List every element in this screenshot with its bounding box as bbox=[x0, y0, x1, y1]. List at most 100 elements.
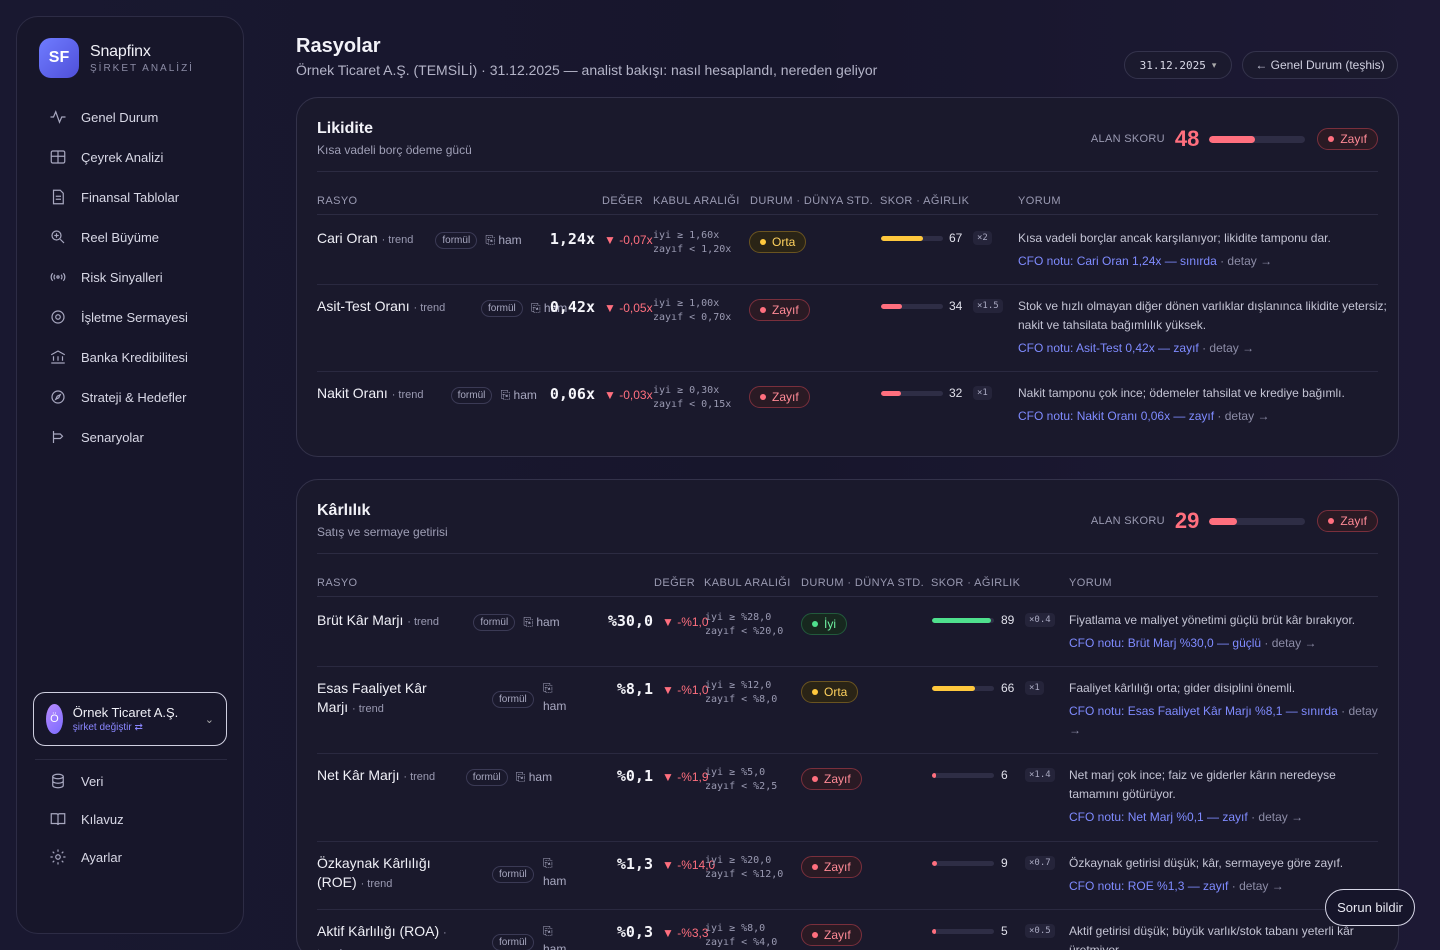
sidebar-item-ayarlar[interactable]: Ayarlar bbox=[35, 838, 227, 876]
score-fill bbox=[932, 773, 936, 778]
formula-button[interactable]: formül bbox=[481, 300, 523, 317]
sidebar-item-strateji-hedefler[interactable]: Strateji & Hedefler bbox=[35, 377, 227, 417]
formula-button[interactable]: formül bbox=[492, 934, 534, 950]
ratio-name[interactable]: Cari Oran · trend bbox=[317, 229, 617, 250]
ratio-name[interactable]: Nakit Oranı · trend bbox=[317, 384, 617, 405]
trend-link[interactable]: · trend bbox=[352, 703, 384, 715]
date-selector[interactable]: 31.12.2025 ▾ bbox=[1124, 51, 1232, 79]
score-fill bbox=[932, 618, 991, 623]
sidebar-divider bbox=[35, 759, 227, 760]
trend-link[interactable]: · trend bbox=[381, 234, 414, 246]
raw-data-link[interactable]: ⎘ ham bbox=[543, 681, 567, 713]
score-value: 5 bbox=[1001, 924, 1008, 938]
comment-text: Net marj çok ince; faiz ve giderler kârı… bbox=[1069, 768, 1336, 801]
cfo-note-link[interactable]: CFO notu: Brüt Marj %30,0 — güçlü · deta… bbox=[1069, 634, 1381, 653]
score-bar bbox=[932, 686, 994, 691]
company-change-link[interactable]: şirket değiştir ⇄ bbox=[72, 722, 143, 733]
comment-text: Aktif getirisi düşük; büyük varlık/stok … bbox=[1069, 924, 1354, 950]
raw-data-link[interactable]: ⎘ ham bbox=[485, 233, 522, 247]
sidebar-item-genel-durum[interactable]: Genel Durum bbox=[35, 97, 227, 137]
sidebar-item-kilavuz[interactable]: Kılavuz bbox=[35, 800, 227, 838]
cfo-note-link[interactable]: CFO notu: Nakit Oranı 0,06x — zayıf · de… bbox=[1018, 407, 1388, 426]
detail-link[interactable]: · detay → bbox=[1231, 879, 1284, 893]
table-header: RASYO DEĞER KABUL ARALIĞI DURUM · DÜNYA STD… bbox=[317, 553, 1378, 597]
back-to-overview-button[interactable]: ← Genel Durum (teşhis) bbox=[1242, 51, 1398, 79]
trend-link[interactable]: · trend bbox=[407, 616, 440, 628]
cfo-note-link[interactable]: CFO notu: Cari Oran 1,24x — sınırda · de… bbox=[1018, 252, 1388, 271]
detail-link[interactable]: · detay → bbox=[1251, 810, 1304, 824]
brand-name: Snapfinx bbox=[90, 42, 151, 60]
formula-button[interactable]: formül bbox=[492, 691, 534, 708]
status-badge: Zayıf bbox=[749, 386, 810, 408]
cfo-note-link[interactable]: CFO notu: ROE %1,3 — zayıf · detay → bbox=[1069, 877, 1381, 896]
formula-button[interactable]: formül bbox=[492, 866, 534, 883]
weight-badge: ×1.5 bbox=[973, 299, 1003, 313]
sidebar-item-senaryolar[interactable]: Senaryolar bbox=[35, 417, 227, 457]
cfo-note-link[interactable]: CFO notu: Net Marj %0,1 — zayıf · detay … bbox=[1069, 808, 1381, 827]
ratio-name[interactable]: Brüt Kâr Marjı · trend bbox=[317, 611, 617, 632]
sidebar-item-label: Kılavuz bbox=[81, 811, 124, 827]
ratio-name[interactable]: Asit-Test Oranı · trend bbox=[317, 297, 617, 318]
trend-link[interactable]: · trend bbox=[317, 927, 447, 950]
company-switcher[interactable]: Ö Örnek Ticaret A.Ş. şirket değiştir ⇄ ⌄ bbox=[33, 692, 227, 746]
detail-link[interactable]: · detay → bbox=[1264, 636, 1317, 650]
ratio-name[interactable]: Özkaynak Kârlılığı (ROE) · trend bbox=[317, 854, 447, 894]
sidebar-item-risk-sinyalleri[interactable]: Risk Sinyalleri bbox=[35, 257, 227, 297]
detail-link[interactable]: · detay → bbox=[1202, 341, 1255, 355]
raw-data-link[interactable]: ⎘ ham bbox=[500, 388, 537, 402]
fork-icon bbox=[52, 431, 64, 443]
cfo-note-link[interactable]: CFO notu: Asit-Test 0,42x — zayıf · deta… bbox=[1018, 339, 1388, 358]
score-bar bbox=[881, 391, 943, 396]
raw-data-link[interactable]: ⎘ ham bbox=[515, 770, 553, 784]
sidebar-item-isletme-sermayesi[interactable]: İşletme Sermayesi bbox=[35, 297, 227, 337]
detail-link[interactable]: · detay → bbox=[1069, 704, 1378, 737]
trend-link[interactable]: · trend bbox=[413, 302, 446, 314]
comment-block: Fiyatlama ve maliyet yönetimi güçlü brüt… bbox=[1069, 611, 1381, 653]
comment-text: Faaliyet kârlılığı orta; gider disiplini… bbox=[1069, 681, 1296, 695]
range-good: iyi ≥ %20,0 bbox=[705, 855, 772, 866]
ratio-name[interactable]: Esas Faaliyet Kâr Marjı · trend bbox=[317, 679, 447, 719]
trend-link[interactable]: · trend bbox=[403, 771, 436, 783]
acceptance-range: iyi ≥ %20,0 zayıf < %12,0 bbox=[705, 854, 783, 882]
score-fill bbox=[932, 686, 976, 691]
ratio-name-text: Net Kâr Marjı bbox=[317, 767, 400, 783]
section-title: Kârlılık bbox=[317, 502, 371, 519]
cfo-note-link[interactable]: CFO notu: Esas Faaliyet Kâr Marjı %8,1 —… bbox=[1069, 702, 1381, 740]
raw-data-link[interactable]: ⎘ ham bbox=[531, 301, 568, 315]
raw-data-link[interactable]: ⎘ ham bbox=[543, 856, 567, 888]
ratio-name[interactable]: Aktif Kârlılığı (ROA) · trend bbox=[317, 922, 447, 950]
cfo-note-text: CFO notu: ROE %1,3 — zayıf bbox=[1069, 879, 1229, 893]
sidebar-item-finansal-tablolar[interactable]: Finansal Tablolar bbox=[35, 177, 227, 217]
ratio-value: %8,1 bbox=[616, 680, 653, 698]
table-row: Aktif Kârlılığı (ROA) · trend formül ⎘ ham… bbox=[317, 910, 1378, 950]
page-subtitle: Örnek Ticaret A.Ş. (TEMSİLİ) · 31.12.202… bbox=[296, 62, 878, 78]
area-score-value: 48 bbox=[1174, 126, 1200, 151]
status-badge: Zayıf bbox=[1317, 510, 1378, 532]
zoom-icon bbox=[51, 230, 65, 244]
detail-link[interactable]: · detay → bbox=[1220, 254, 1273, 268]
ratio-delta: ▼ -0,03x bbox=[604, 388, 653, 402]
formula-button[interactable]: formül bbox=[435, 232, 478, 249]
formula-button[interactable]: formül bbox=[450, 387, 493, 404]
ratio-name[interactable]: Net Kâr Marjı · trend bbox=[317, 766, 617, 787]
sidebar-item-reel-buyume[interactable]: Reel Büyüme bbox=[35, 217, 227, 257]
detail-link[interactable]: · detay → bbox=[1217, 409, 1270, 423]
sidebar-item-banka-kredibilitesi[interactable]: Banka Kredibilitesi bbox=[35, 337, 227, 377]
formula-button[interactable]: formül bbox=[473, 614, 516, 631]
column-header-durum: DURUM · DÜNYA STD. bbox=[750, 195, 874, 207]
trend-link[interactable]: · trend bbox=[360, 878, 393, 890]
ratio-value: 0,06x bbox=[549, 385, 595, 403]
sidebar-item-ceyrek-analizi[interactable]: Çeyrek Analizi bbox=[35, 137, 227, 177]
trend-link[interactable]: · trend bbox=[391, 389, 424, 401]
gear-icon bbox=[50, 849, 66, 865]
table-row: Özkaynak Kârlılığı (ROE) · trend formül ⎘ … bbox=[317, 842, 1378, 910]
table-header: RASYO DEĞER KABUL ARALIĞI DURUM · DÜNYA STD… bbox=[317, 171, 1378, 215]
sidebar-item-veri[interactable]: Veri bbox=[35, 762, 227, 800]
report-issue-button[interactable]: Sorun bildir bbox=[1325, 889, 1415, 926]
raw-data-link[interactable]: ⎘ ham bbox=[523, 615, 560, 629]
formula-button[interactable]: formül bbox=[465, 769, 508, 786]
brand[interactable]: SF Snapfinx ŞİRKET ANALİZİ bbox=[39, 38, 194, 78]
column-header-rasyo: RASYO bbox=[317, 577, 358, 589]
ratio-value: %30,0 bbox=[607, 612, 653, 630]
raw-data-link[interactable]: ⎘ ham bbox=[543, 924, 567, 950]
